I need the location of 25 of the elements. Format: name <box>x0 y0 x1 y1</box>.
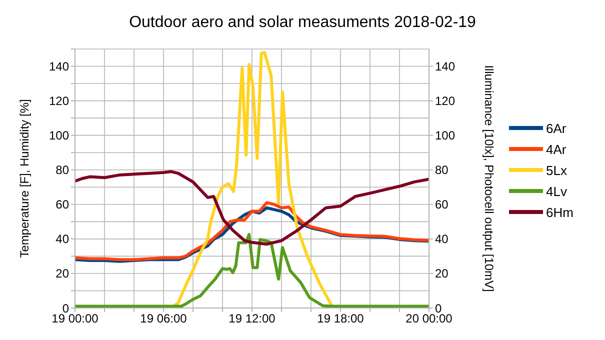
y-tick-label: 140 <box>48 60 70 74</box>
y-axis-title: Temperature [F], Humidity [%] <box>17 99 32 258</box>
legend-label: 4Lv <box>546 184 567 198</box>
y-tick-label: 40 <box>56 232 70 246</box>
legend-label: 6Ar <box>546 120 566 136</box>
y-tick-label: 80 <box>56 163 70 178</box>
y2-tick-label: 40 <box>435 232 449 246</box>
legend-label: 5Lx <box>546 162 567 178</box>
legend-label: 6Hm <box>546 204 574 220</box>
y-tick-label: 20 <box>56 266 70 281</box>
chart-title: Outdoor aero and solar measuments 2018-02-19 <box>128 14 477 32</box>
y-tick-label: 100 <box>48 128 70 143</box>
y2-tick-label: 80 <box>435 163 449 178</box>
y2-tick-label: 20 <box>435 266 449 281</box>
y-tick-label: 120 <box>48 94 70 108</box>
y2-axis-title: Illuminance [10lx], Photocell output [10mV] <box>482 65 496 292</box>
x-tick-label: 19 12:00 <box>228 312 276 326</box>
y2-tick-label: 100 <box>435 128 456 143</box>
y-tick-label: 60 <box>56 198 70 212</box>
x-tick-label: 19 06:00 <box>140 312 188 326</box>
x-tick-label: 19 18:00 <box>317 312 364 326</box>
legend-label: 4Ar <box>546 142 566 156</box>
y2-tick-label: 120 <box>435 94 456 108</box>
y2-tick-label: 140 <box>435 60 456 74</box>
y2-tick-label: 60 <box>435 198 449 212</box>
